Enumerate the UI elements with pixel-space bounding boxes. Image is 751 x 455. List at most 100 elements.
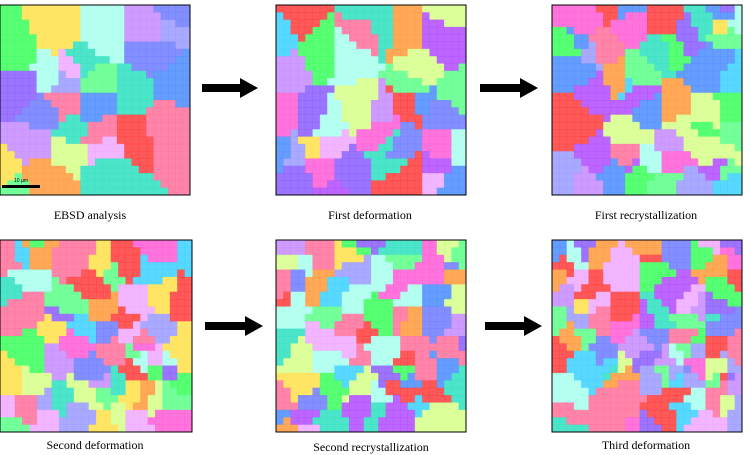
grain-cell <box>51 343 60 352</box>
grain-cell <box>676 78 684 86</box>
grain-cell <box>319 85 328 94</box>
grain-cell <box>573 276 582 285</box>
grain-cell <box>87 158 96 167</box>
grain-cell <box>162 336 171 344</box>
grain-cell <box>661 417 670 426</box>
grain-cell <box>407 240 416 248</box>
grain-cell <box>683 402 692 411</box>
grain-cell <box>155 395 163 403</box>
grain-cell <box>138 41 147 50</box>
grain-cell <box>349 107 357 116</box>
grain-cell <box>683 92 692 101</box>
grain-cell <box>177 313 186 322</box>
grain-cell <box>59 372 67 381</box>
grain-cell <box>603 92 611 101</box>
grain-cell <box>654 187 663 196</box>
grain-cell <box>371 85 379 94</box>
grain-cell <box>690 41 699 50</box>
grain-cell <box>581 254 589 263</box>
grain-cell <box>44 336 53 344</box>
grain-cell <box>36 358 45 366</box>
grain-cell <box>36 350 45 359</box>
grain-cell <box>0 158 8 167</box>
grain-cell <box>734 151 743 159</box>
grain-cell <box>116 187 125 196</box>
grain-cell <box>319 358 328 366</box>
grain-cell <box>162 328 171 337</box>
grain-cell <box>414 114 423 123</box>
grain-cell <box>385 158 394 167</box>
grain-cell <box>559 114 568 123</box>
grain-cell <box>51 48 59 57</box>
grain-cell <box>349 5 357 13</box>
grain-cell <box>661 180 670 189</box>
grain-cell <box>182 187 191 196</box>
grain-cell <box>654 100 663 108</box>
grain-cell <box>698 136 706 145</box>
grain-cell <box>73 262 82 270</box>
grain-cell <box>378 409 387 418</box>
grain-cell <box>160 173 169 181</box>
grain-cell <box>639 387 648 396</box>
grain-cell <box>668 173 677 181</box>
grain-cell <box>87 114 96 123</box>
grain-cell <box>312 41 321 50</box>
grain-cell <box>734 165 743 174</box>
grain-cell <box>392 380 401 389</box>
grain-cell <box>647 92 655 101</box>
grain-cell <box>73 70 81 79</box>
grain-cell <box>654 262 663 270</box>
grain-cell <box>356 26 365 35</box>
grain-cell <box>407 158 416 167</box>
grain-cell <box>720 34 728 42</box>
grain-cell <box>639 269 648 278</box>
grain-cell <box>414 151 423 159</box>
grain-cell <box>297 343 306 352</box>
grain-cell <box>334 70 343 79</box>
grain-cell <box>385 321 394 330</box>
grain-cell <box>162 350 171 359</box>
grain-cell <box>132 395 141 403</box>
grain-cell <box>603 187 611 196</box>
grain-cell <box>661 19 670 28</box>
grain-cell <box>147 247 156 256</box>
grain-cell <box>341 350 350 359</box>
grain-cell <box>334 85 343 94</box>
grain-cell <box>385 276 394 285</box>
grain-cell <box>96 240 104 248</box>
grain-cell <box>444 350 452 359</box>
grain-cell <box>327 299 335 307</box>
grain-cell <box>59 262 67 270</box>
grain-cell <box>422 48 430 57</box>
grain-cell <box>162 380 171 389</box>
grain-cell <box>647 41 655 50</box>
grain-cell <box>559 328 568 337</box>
grain-cell <box>436 114 445 123</box>
grain-cell <box>43 158 52 167</box>
grain-cell <box>458 26 467 35</box>
grain-cell <box>87 143 96 152</box>
grain-cell <box>51 129 59 137</box>
grain-cell <box>392 424 401 433</box>
grain-cell <box>727 262 736 270</box>
grain-cell <box>297 41 306 50</box>
grain-cell <box>639 78 648 86</box>
grain-cell <box>327 276 335 285</box>
grain-cell <box>661 41 670 50</box>
grain-cell <box>356 151 365 159</box>
grain-cell <box>36 151 45 159</box>
grain-cell <box>705 63 714 72</box>
grain-cell <box>559 358 568 366</box>
grain-cell <box>690 313 699 322</box>
grain-cell <box>175 63 184 72</box>
grain-cell <box>552 350 560 359</box>
grain-cell <box>436 5 445 13</box>
grain-cell <box>327 313 335 322</box>
grain-cell <box>407 136 416 145</box>
grain-cell <box>102 70 111 79</box>
grain-cell <box>690 5 699 13</box>
grain-cell <box>654 121 663 130</box>
grain-cell <box>720 12 728 21</box>
grain-cell <box>720 70 728 79</box>
grain-cell <box>14 262 23 270</box>
